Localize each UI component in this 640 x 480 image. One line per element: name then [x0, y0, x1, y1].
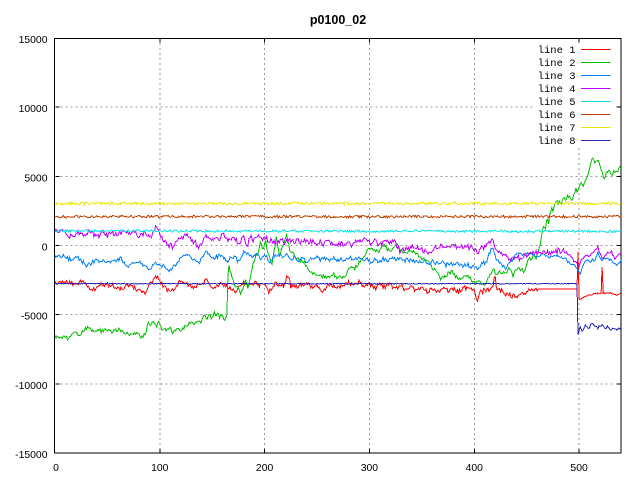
svg-text:line 1: line 1: [538, 45, 576, 57]
svg-text:line 3: line 3: [538, 71, 576, 83]
svg-text:400: 400: [466, 463, 484, 474]
svg-text:-15000: -15000: [15, 450, 48, 461]
svg-text:line 6: line 6: [538, 110, 576, 122]
svg-text:line 2: line 2: [538, 58, 576, 70]
svg-text:line 4: line 4: [538, 84, 576, 96]
svg-text:200: 200: [256, 463, 274, 474]
svg-text:line 7: line 7: [538, 123, 576, 135]
svg-text:5000: 5000: [24, 173, 47, 184]
svg-text:100: 100: [151, 463, 169, 474]
svg-text:300: 300: [361, 463, 379, 474]
svg-text:line 5: line 5: [538, 97, 576, 109]
svg-text:line 8: line 8: [538, 136, 576, 148]
svg-text:10000: 10000: [19, 104, 48, 115]
svg-text:p0100_02: p0100_02: [310, 13, 366, 27]
svg-text:500: 500: [570, 463, 588, 474]
svg-text:15000: 15000: [19, 35, 48, 46]
svg-text:0: 0: [42, 243, 48, 254]
svg-text:0: 0: [53, 463, 59, 474]
svg-text:-10000: -10000: [15, 381, 48, 392]
svg-text:-5000: -5000: [21, 312, 48, 323]
